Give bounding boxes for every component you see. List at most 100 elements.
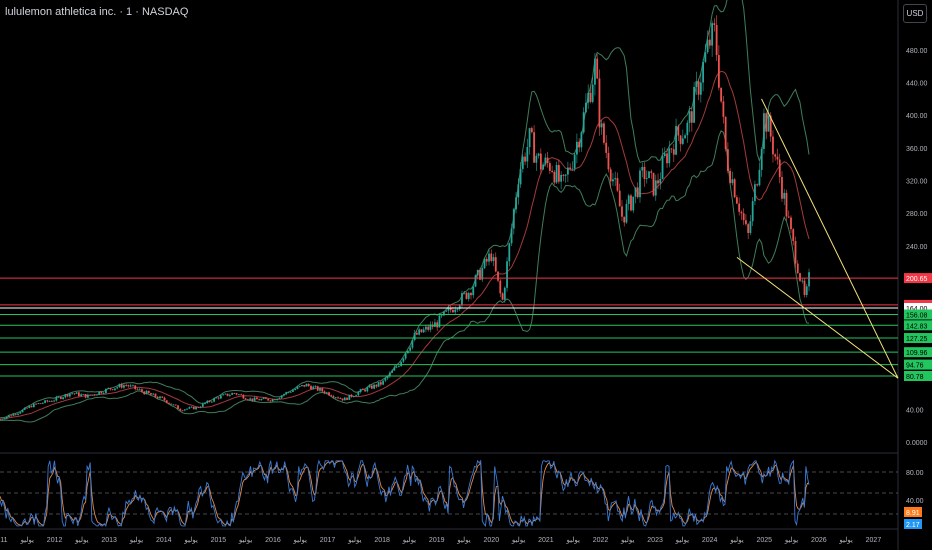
candle-body (801, 280, 804, 282)
candle-body (314, 386, 317, 388)
candle-body (684, 135, 686, 139)
stoch-tick-label: 80.00 (906, 470, 924, 477)
candle-body (508, 243, 511, 262)
candle-body (287, 391, 290, 393)
candle-body (3, 418, 6, 420)
candle-body (754, 184, 756, 202)
candle-body (388, 372, 391, 377)
candle-body (217, 397, 220, 399)
time-tick-label: يوليو (456, 536, 470, 544)
candle-body (803, 280, 806, 295)
candle-body (641, 166, 644, 171)
candle-body (528, 128, 531, 148)
candle-body (657, 180, 659, 184)
time-tick-label: 2017 (320, 537, 336, 544)
trend-lines[interactable] (736, 98, 899, 379)
price-level-label: 127.25 (906, 336, 928, 343)
candle-body (100, 391, 103, 394)
candle-body (181, 410, 184, 412)
time-tick-label: يوليو (238, 536, 252, 544)
bollinger-bands (0, 0, 810, 423)
time-tick-label: يوليو (620, 536, 634, 544)
candle-body (204, 403, 206, 405)
candle-body (539, 153, 542, 170)
candle-body (425, 326, 427, 330)
candle-body (427, 326, 430, 330)
candle-body (553, 171, 556, 183)
candle-body (192, 406, 195, 410)
candle-body (228, 394, 231, 396)
candle-body (271, 399, 274, 402)
candle-body (668, 148, 671, 164)
candle-body (677, 126, 680, 136)
candle-body (26, 407, 28, 409)
candle-body (280, 395, 283, 398)
candle-body (537, 153, 540, 156)
candle-body (244, 398, 247, 400)
candle-body (612, 179, 614, 182)
candle-body (197, 407, 200, 408)
price-level-tag (904, 303, 932, 314)
candle-body (799, 273, 801, 281)
candle-body (156, 396, 159, 399)
candle-body (278, 397, 281, 399)
time-tick-label: 2013 (101, 537, 117, 544)
candle-body (429, 324, 432, 330)
candle-body (767, 115, 770, 132)
candle-body (186, 408, 188, 410)
currency-button[interactable]: USD (903, 4, 927, 23)
candle-body (580, 132, 583, 148)
candle-body (123, 385, 125, 388)
time-tick-label: 2018 (374, 537, 390, 544)
candle-body (132, 385, 134, 387)
candle-body (609, 169, 612, 182)
candle-body (632, 196, 635, 211)
price-axis[interactable]: 200.65167.80164.00156.08142.83127.25109.… (904, 15, 932, 529)
horizontal-levels[interactable] (0, 277, 898, 377)
candle-body (738, 203, 741, 212)
time-tick-label: 2019 (429, 537, 445, 544)
stoch-value-tag (904, 519, 922, 529)
candle-body (30, 406, 33, 408)
candle-body (555, 165, 558, 183)
candle-body (341, 398, 344, 401)
candle-body (17, 413, 19, 415)
candle-body (792, 229, 795, 242)
candle-body (384, 378, 387, 381)
stoch-value-label: 2.17 (906, 522, 920, 529)
candle-body (59, 396, 62, 399)
time-axis[interactable]: 2011 يوليو 2012 يوليو 2013 يوليو 2014 يوليو 2015… (0, 536, 881, 544)
candle-body (134, 385, 137, 389)
candle-body (564, 174, 567, 176)
candle-body (535, 155, 538, 163)
candle-body (226, 393, 229, 396)
candle-body (569, 167, 572, 169)
candle-body (630, 195, 632, 211)
candle-body (325, 392, 328, 394)
price-level-label: 142.83 (906, 323, 928, 330)
candle-body (600, 123, 603, 128)
candle-body (19, 412, 22, 414)
candle-body (510, 228, 513, 244)
candle-body (159, 396, 161, 399)
candle-body (796, 263, 799, 274)
candle-body (758, 169, 761, 186)
candle-body (116, 387, 119, 389)
candle-body (736, 197, 738, 204)
candle-body (589, 92, 592, 102)
price-level-tag (904, 359, 932, 370)
candlesticks (0, 15, 810, 420)
candle-body (118, 384, 121, 388)
candle-body (672, 149, 675, 155)
candle-body (476, 269, 479, 276)
grid-layer (0, 0, 899, 550)
candle-body (722, 101, 725, 117)
candle-body (368, 385, 371, 388)
price-tick-label: 0.0000 (906, 440, 928, 447)
candle-body (699, 82, 702, 95)
candle-body (152, 393, 155, 395)
candle-body (747, 224, 750, 233)
candle-body (68, 393, 71, 397)
time-tick-label: يوليو (347, 536, 361, 544)
